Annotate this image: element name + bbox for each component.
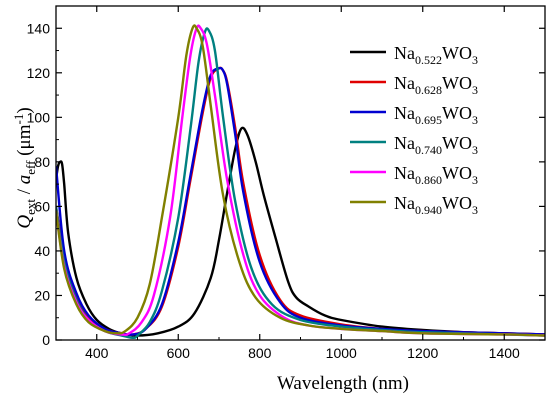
y-axis-title-slash: / (14, 184, 35, 199)
y-axis-title-unit-close: ) (14, 107, 35, 113)
series-layer (56, 24, 545, 340)
y-tick-label-0: 0 (42, 332, 50, 348)
series-line-0 (56, 126, 545, 337)
x-axis-title: Wavelength (nm) (277, 373, 409, 394)
y-tick-label-7: 140 (27, 20, 51, 36)
legend: Na0.522WO3 Na0.628WO3 Na0.695WO3 Na0.740WO3… (350, 43, 478, 217)
legend-label-5: Na0.940WO3 (394, 193, 478, 217)
y-tick-label-3: 60 (34, 198, 50, 214)
y-axis-title: Qext / aeff (μm-1) (11, 107, 38, 228)
x-tick-label-4: 1200 (407, 345, 438, 361)
y-axis-title-a-sub: eff (23, 160, 38, 175)
y-axis-title-unit-sup: -1 (11, 114, 26, 125)
y-tick-label-4: 80 (34, 154, 50, 170)
legend-label-4: Na0.860WO3 (394, 163, 478, 187)
legend-label-0: Na0.522WO3 (394, 43, 478, 67)
legend-label-2: Na0.695WO3 (394, 103, 478, 127)
series-line-5 (56, 24, 545, 337)
axes-layer: 400 600 800 1000 1200 1400 0 20 40 60 80 100 120 140 (27, 5, 546, 361)
x-tick-label-3: 1000 (326, 345, 357, 361)
x-tick-label-5: 1400 (489, 345, 520, 361)
x-tick-label-0: 400 (85, 345, 109, 361)
x-tick-label-2: 800 (248, 345, 272, 361)
y-axis-title-a: a (14, 175, 35, 185)
legend-label-3: Na0.740WO3 (394, 133, 478, 157)
y-axis-title-unit-open: (μm (14, 124, 35, 160)
y-tick-label-1: 20 (34, 287, 50, 303)
x-tick-label-1: 600 (167, 345, 191, 361)
y-tick-label-6: 120 (27, 65, 51, 81)
y-tick-label-5: 100 (27, 109, 51, 125)
y-tick-label-2: 40 (34, 243, 50, 259)
legend-label-1: Na0.628WO3 (394, 73, 478, 97)
y-axis-title-q-sub: ext (23, 199, 38, 215)
y-axis-title-q: Q (14, 215, 35, 229)
